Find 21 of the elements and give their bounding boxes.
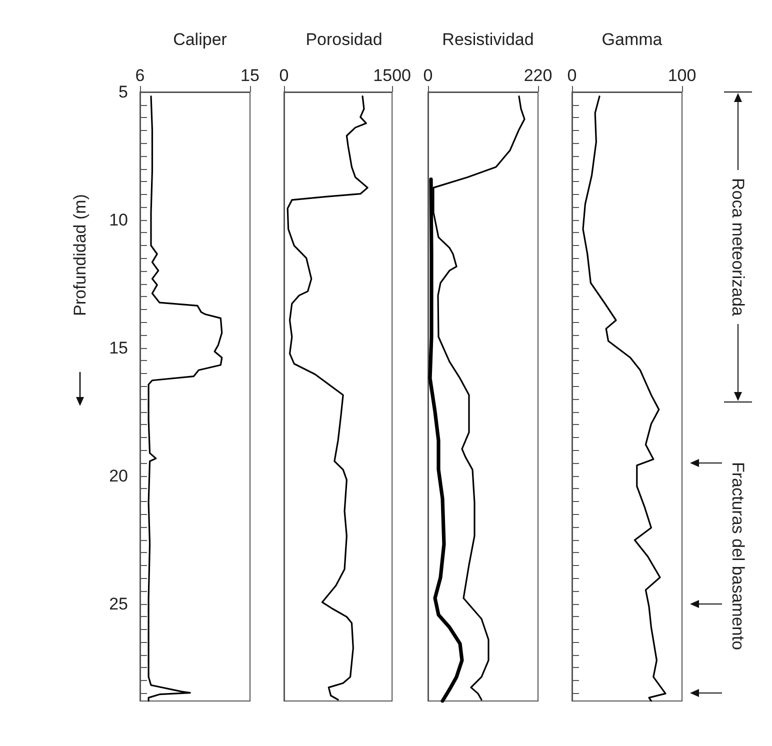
x-tick-label: 1500 <box>373 66 412 85</box>
text: Roca meteorizada <box>728 178 748 317</box>
y-axis-title: Profundidad (m) <box>70 194 90 316</box>
x-tick-label: 0 <box>567 66 577 85</box>
x-tick-label: 220 <box>524 66 552 85</box>
y-tick-label: 10 <box>109 210 128 230</box>
chart-title: Caliper <box>173 30 228 49</box>
y-tick-label: 5 <box>118 82 128 102</box>
x-tick-label: 15 <box>240 66 260 85</box>
line-series <box>148 96 223 702</box>
y-tick-label: 20 <box>109 466 128 486</box>
text: Fracturas del basamento <box>728 462 748 650</box>
y-tick-label: 25 <box>109 594 128 614</box>
chart-title: Gamma <box>602 30 663 49</box>
chart-title: Resistividad <box>442 30 534 49</box>
x-tick-label: 100 <box>668 66 696 85</box>
y-tick-label: 15 <box>109 338 128 358</box>
x-tick-label: 0 <box>423 66 433 85</box>
x-tick-label: 0 <box>279 66 289 85</box>
chart-title: Porosidad <box>306 30 382 49</box>
x-tick-label: 6 <box>135 66 145 85</box>
